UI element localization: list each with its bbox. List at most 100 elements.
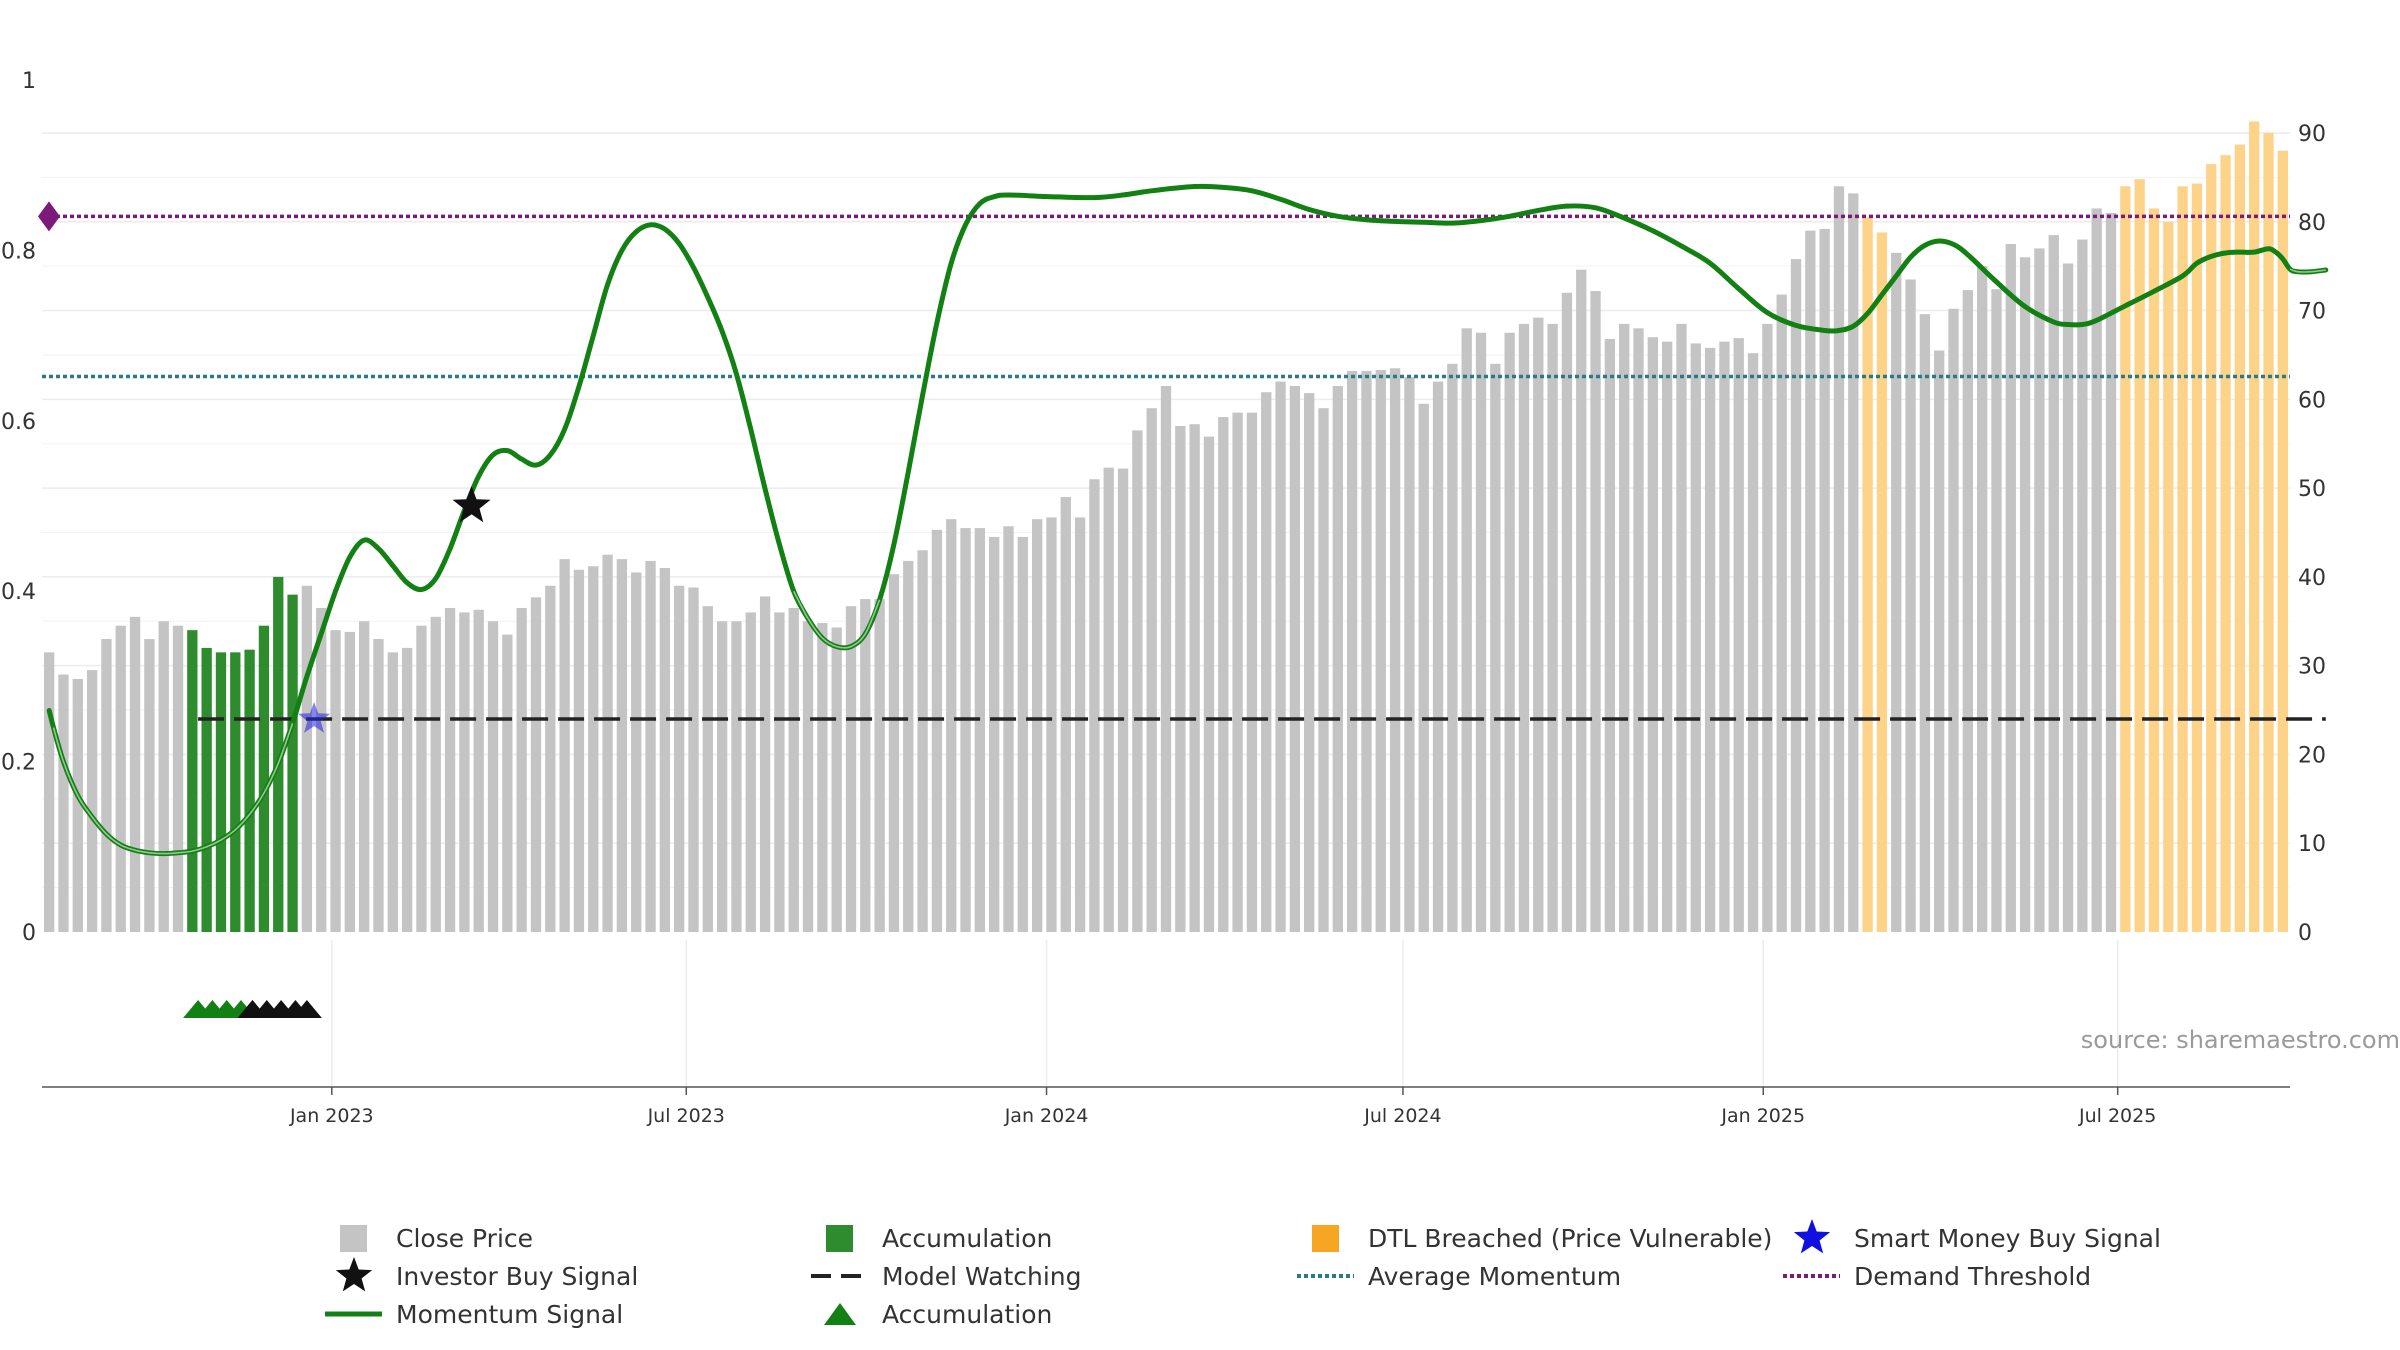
close-bar [1891, 252, 1902, 933]
close-bar [1246, 412, 1258, 932]
legend-label: Model Watching [882, 1262, 1082, 1291]
close-bar [1919, 314, 1931, 932]
left-tick-label: 0.2 [1, 751, 36, 776]
legend-label: Momentum Signal [396, 1300, 623, 1329]
close-bar [974, 528, 986, 932]
close-bar [903, 560, 914, 932]
close-bar [1719, 341, 1730, 932]
right-tick-label: 10 [2298, 832, 2326, 857]
price-bars [44, 121, 2288, 933]
close-bar [917, 550, 928, 932]
close-bar [487, 621, 499, 932]
close-bar [1261, 392, 1272, 933]
close-bar [158, 621, 169, 932]
close-bar [1790, 259, 1802, 932]
close-bar [430, 616, 441, 932]
close-bar [1976, 266, 1988, 933]
right-tick-label: 30 [2298, 655, 2326, 680]
close-bar [960, 528, 971, 932]
close-bar [1518, 323, 1530, 933]
close-bar [1733, 338, 1744, 932]
smart-money-buy-star [297, 702, 331, 733]
close-bar [631, 572, 642, 932]
close-bar [473, 609, 484, 932]
close-bar [444, 607, 456, 932]
legend-label: Demand Threshold [1854, 1262, 2091, 1291]
dtl-bar [2177, 186, 2188, 932]
close-bar [115, 625, 126, 932]
close-bar [1461, 328, 1472, 932]
close-bar [1304, 393, 1315, 932]
close-bar [989, 536, 1000, 932]
close-bar [1089, 479, 1100, 932]
left-tick-label: 0.4 [1, 580, 36, 605]
close-bar [387, 652, 398, 932]
close-bar [1475, 332, 1487, 932]
close-bar [401, 647, 413, 932]
close-bar [1991, 289, 2002, 932]
legend-label: Close Price [396, 1224, 533, 1253]
close-bar [1046, 517, 1057, 932]
close-bar [674, 585, 685, 932]
close-bar [559, 559, 570, 932]
close-bar [1361, 370, 1372, 932]
close-bar [1232, 412, 1243, 932]
dtl-bar [2134, 179, 2145, 933]
close-bar [1117, 468, 1129, 932]
close-bar [373, 639, 384, 932]
momentum-signal-highlight [52, 723, 294, 855]
dtl-bar [2163, 221, 2174, 932]
close-bar [1561, 292, 1573, 932]
close-bar [1762, 323, 1773, 933]
legend-investor-star [335, 1257, 373, 1292]
close-bar [2005, 243, 2016, 932]
close-bar [1218, 417, 1229, 933]
close-bar [502, 634, 513, 932]
close-bar [1275, 381, 1286, 933]
legend-accumulation-triangle [824, 1303, 856, 1325]
close-bar [1533, 317, 1544, 932]
close-bar [1948, 308, 1959, 932]
accumulation-bar [273, 576, 284, 932]
x-tick-label: Jan 2025 [1720, 1105, 1805, 1127]
dtl-bar [1862, 217, 1873, 933]
close-bar [1676, 323, 1687, 933]
close-bar [1132, 430, 1143, 932]
close-bar [1661, 341, 1673, 932]
close-bar [1103, 467, 1114, 932]
left-tick-label: 0 [22, 921, 36, 946]
accumulation-bar [187, 630, 198, 932]
legend-label: Investor Buy Signal [396, 1262, 638, 1291]
close-bar [1833, 186, 1845, 932]
close-bar [1003, 526, 1014, 932]
accumulation-bar [258, 625, 270, 932]
close-bar [1318, 408, 1329, 932]
close-bar [144, 639, 155, 932]
close-bar [44, 652, 55, 932]
close-bar [1805, 230, 1816, 933]
close-bar [1189, 424, 1200, 932]
close-bar [1060, 496, 1071, 932]
close-bar [2077, 239, 2088, 933]
close-bar [2062, 263, 2074, 933]
legend-label: Average Momentum [1368, 1262, 1621, 1291]
close-bar [1289, 386, 1301, 932]
close-bar [1819, 228, 1830, 932]
signal-markers [38, 201, 491, 733]
close-bar [516, 607, 527, 932]
close-bar [802, 621, 814, 932]
close-bar [58, 674, 69, 932]
close-bar [72, 678, 83, 932]
accumulation-bar [244, 649, 255, 932]
close-bar [1332, 386, 1343, 932]
x-tick-label: Jan 2023 [289, 1105, 374, 1127]
close-bar [874, 599, 885, 932]
close-bar [1389, 368, 1401, 932]
close-bar [2105, 212, 2117, 932]
close-bar [86, 670, 98, 932]
close-bar [530, 597, 542, 932]
close-bar [1934, 350, 1945, 932]
momentum-signal-highlight [792, 590, 881, 649]
